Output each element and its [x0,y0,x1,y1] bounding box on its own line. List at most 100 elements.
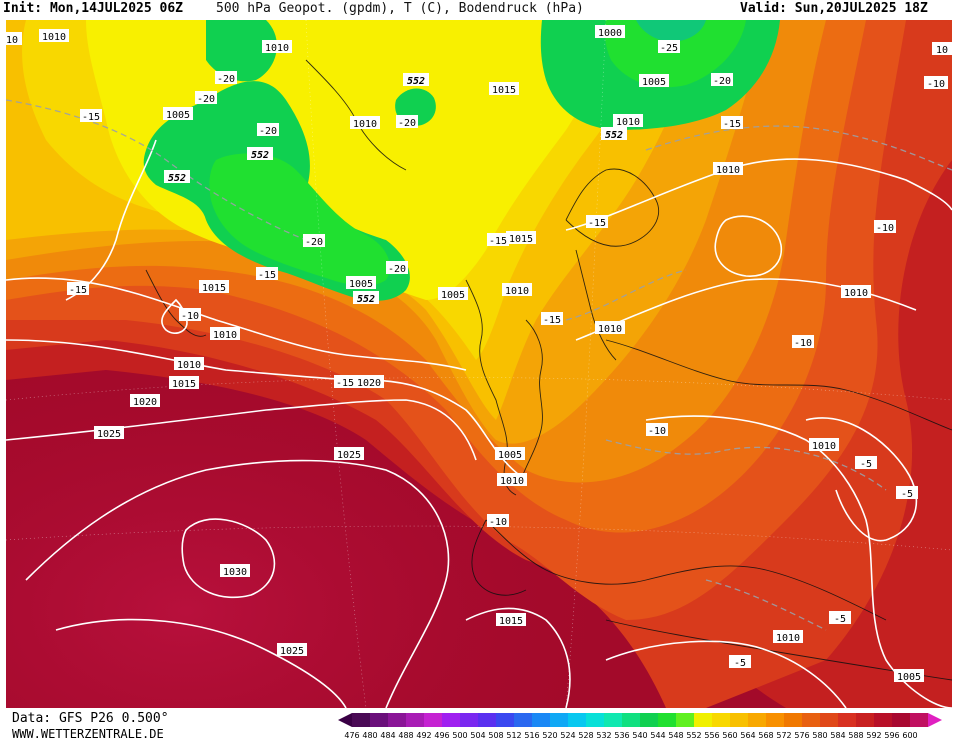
legend-swatch [424,713,442,727]
legend-tick-label: 532 [596,731,611,740]
isobar-label: 1005 [441,290,465,301]
legend-swatch [766,713,784,727]
geopotential-label: 552 [168,173,186,184]
field-552-north [206,20,277,82]
isotherm-label: -5 [860,459,872,470]
legend-swatch [388,713,406,727]
isotherm-label: -20 [305,237,323,248]
legend-swatch [460,713,478,727]
isotherm-label: -15 [69,285,87,296]
isotherm-label: -10 [181,311,199,322]
isobar-label: 1010 [598,324,622,335]
legend-tick-label: 548 [668,731,683,740]
legend-swatch [370,713,388,727]
isobar-label: 1010 [716,165,740,176]
legend-tick-label: 600 [902,731,917,740]
legend-swatch [676,713,694,727]
legend-swatch [442,713,460,727]
legend-tick-label: 512 [506,731,521,740]
legend-swatch [784,713,802,727]
legend-swatch [658,713,676,727]
isobar-label: 1030 [223,567,247,578]
field-552-core [209,153,390,286]
isotherm-label: -15 [82,112,100,123]
legend-tick-label: 508 [488,731,503,740]
legend-tick-label: 544 [650,731,665,740]
isotherm-label: -10 [489,517,507,528]
isobar-label: 1015 [172,379,196,390]
isotherm-label: -20 [259,126,277,137]
isobar-labels: 1010 1010 1000 1005 1005 1010 1015 1010 … [39,25,924,683]
map-title: 500 hPa Geopot. (gpdm), T (C), Bodendruc… [216,1,584,16]
legend-tick-label: 576 [794,731,809,740]
legend-swatch [586,713,604,727]
isobar-label: 1015 [509,234,533,245]
isotherm-label: -15 [489,236,507,247]
isobar-label: 1010 [500,476,524,487]
isotherm-label: -15 [336,378,354,389]
color-legend: 476 480 484 488 492 496 500 504 508 512 516 520 524 5… [338,713,942,740]
edge-labels: 10 10 -10 [6,32,952,90]
isotherm-label: -20 [388,264,406,275]
isotherm-label: -15 [588,218,606,229]
isobar-label: 1020 [357,378,381,389]
isobar-label: 1010 [42,32,66,43]
legend-tick-label: 560 [722,731,737,740]
legend-swatch [802,713,820,727]
legend-tick-label: 584 [830,731,845,740]
isobar-label: 1010 [353,119,377,130]
legend-swatch [496,713,514,727]
isotherm-labels: -20 -20 -25 -15 -20 -20 -20 -15 -20 -15 … [67,40,918,669]
legend-tick-label: 480 [362,731,377,740]
valid-time: Valid: Sun,20JUL2025 18Z [740,1,928,16]
isobar-label: 1020 [133,397,157,408]
legend-swatch [640,713,658,727]
website: WWW.WETTERZENTRALE.DE [12,727,164,741]
isobar-label: 1025 [97,429,121,440]
isobar-label: 1010 [213,330,237,341]
isotherm-label: -25 [660,43,678,54]
isobar-label: 1010 [265,43,289,54]
isotherm-label: -10 [876,223,894,234]
isobar-label: 1010 [844,288,868,299]
isobar-label: 1005 [642,77,666,88]
field-544 [636,20,706,42]
legend-swatch [748,713,766,727]
isotherm-label: -10 [648,426,666,437]
isotherm-label: -10 [794,338,812,349]
isotherm-label: -20 [713,76,731,87]
legend-tick-label: 484 [380,731,395,740]
legend-swatch [568,713,586,727]
legend-tick-label: 488 [398,731,413,740]
legend-swatch [622,713,640,727]
legend-tick-label: 556 [704,731,719,740]
legend-swatch [712,713,730,727]
legend-tick-label: 580 [812,731,827,740]
legend-tick-label: 540 [632,731,647,740]
isobar-label: 1005 [166,110,190,121]
isobar-label: 1015 [202,283,226,294]
legend-tick-label: 500 [452,731,467,740]
edge-label: -10 [927,79,945,90]
legend-swatch [532,713,550,727]
legend-swatch [874,713,892,727]
isobar-label: 1010 [505,286,529,297]
field-548 [604,20,746,88]
legend-arrow-low [338,713,352,727]
isobar-label: 1005 [349,279,373,290]
legend-swatch [730,713,748,727]
geopotential-labels: 552 552 552 552 552 [164,73,627,305]
legend-swatch [694,713,712,727]
isobar-label: 1010 [812,441,836,452]
legend-swatch [352,713,370,727]
isobar-label: 1000 [598,28,622,39]
init-time: Init: Mon,14JUL2025 06Z [3,1,184,16]
legend-tick-label: 504 [470,731,485,740]
isobar-label: 1010 [177,360,201,371]
legend-tick-label: 592 [866,731,881,740]
geopotential-label: 552 [605,130,623,141]
legend-tick-label: 596 [884,731,899,740]
isobar-label: 1025 [337,450,361,461]
isotherm-label: -5 [834,614,846,625]
isotherm-label: -20 [398,118,416,129]
